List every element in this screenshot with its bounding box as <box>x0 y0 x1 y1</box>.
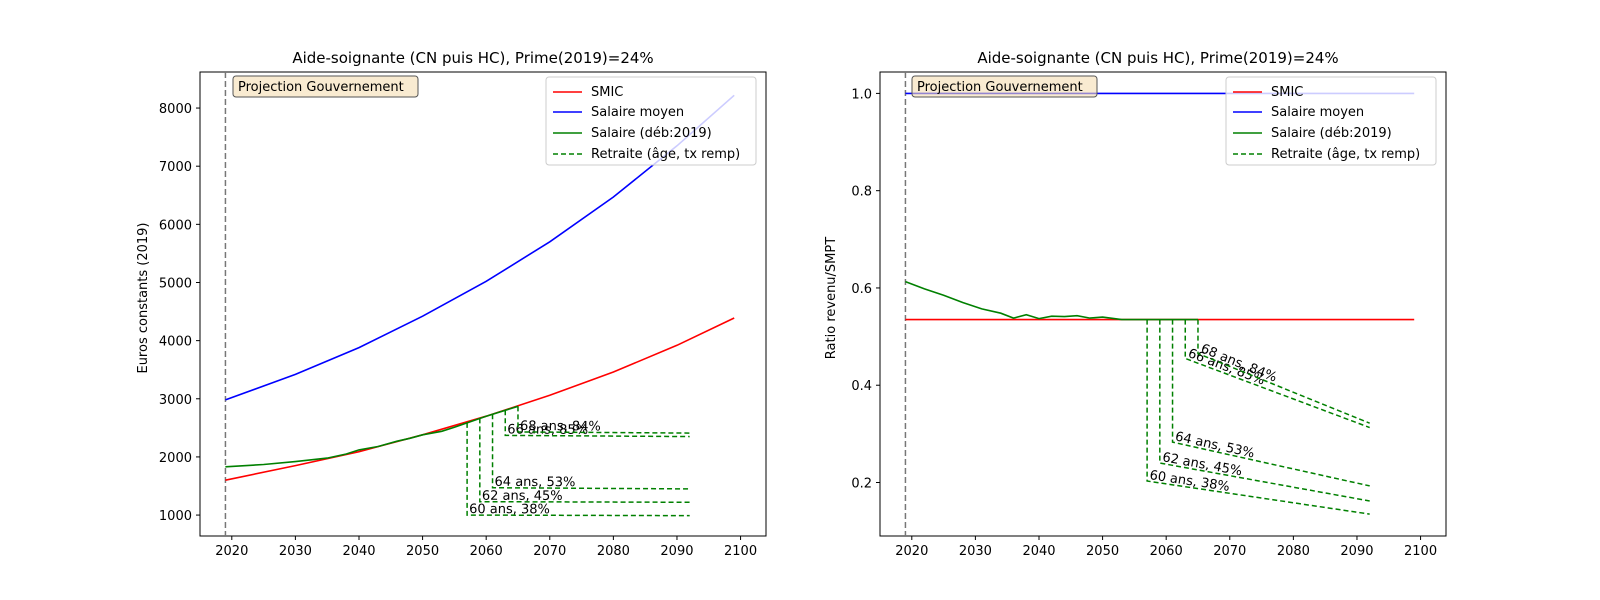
right-x-tick-label: 2100 <box>1404 544 1437 559</box>
right-x-tick-label: 2060 <box>1150 544 1183 559</box>
left-retraite-label-64: 64 ans, 53% <box>495 475 576 490</box>
right-series-salaire <box>905 280 1198 321</box>
left-x-tick-label: 2090 <box>660 544 693 559</box>
left-projection-label-box: Projection Gouvernement <box>232 75 419 98</box>
left-x-tick-label: 2040 <box>342 544 375 559</box>
right-legend-salaire-moyen: Salaire moyen <box>1271 105 1364 120</box>
left-plot-frame <box>199 71 767 537</box>
right-x-tick-label: 2040 <box>1022 544 1055 559</box>
left-legend-retraite: Retraite (âge, tx remp) <box>591 147 740 162</box>
right-x-tick-label: 2080 <box>1277 544 1310 559</box>
left-series-salaire <box>225 405 519 468</box>
left-y-tick-label: 5000 <box>159 276 192 291</box>
left-legend-smic: SMIC <box>591 85 623 100</box>
left-chart-title: Aide-soignante (CN puis HC), Prime(2019)… <box>292 49 653 67</box>
right-x-tick-label: 2030 <box>959 544 992 559</box>
right-retraite-60 <box>1146 319 1370 515</box>
left-series-smic <box>225 317 735 481</box>
left-y-tick-label: 8000 <box>159 102 192 117</box>
right-chart-title: Aide-soignante (CN puis HC), Prime(2019)… <box>977 49 1338 67</box>
right-legend-retraite: Retraite (âge, tx remp) <box>1271 147 1420 162</box>
left-x-tick-label: 2060 <box>470 544 503 559</box>
left-x-tick-label: 2020 <box>215 544 248 559</box>
right-legend: SMIC Salaire moyen Salaire (déb:2019) Re… <box>1225 76 1437 166</box>
right-y-tick-label: 0.4 <box>851 379 872 394</box>
left-y-tick-label: 4000 <box>159 335 192 350</box>
left-retraite-62 <box>479 418 690 504</box>
left-y-tick-label: 6000 <box>159 218 192 233</box>
right-y-axis-label: Ratio revenu/SMPT <box>824 237 839 359</box>
left-x-tick-label: 2050 <box>406 544 439 559</box>
right-retraite-66 <box>1184 319 1370 429</box>
left-retraite-68 <box>517 406 690 434</box>
right-plot-frame <box>879 71 1447 537</box>
left-y-tick-label: 2000 <box>159 451 192 466</box>
right-projection-label: Projection Gouvernement <box>917 80 1083 95</box>
left-projection-label: Projection Gouvernement <box>238 80 404 95</box>
left-x-tick-label: 2070 <box>533 544 566 559</box>
right-projection-label-box: Projection Gouvernement <box>911 75 1098 98</box>
left-legend: SMIC Salaire moyen Salaire (déb:2019) Re… <box>545 76 757 166</box>
left-x-tick-label: 2100 <box>724 544 757 559</box>
left-retraite-60 <box>466 422 690 517</box>
left-retraite-label-66: 66 ans, 85% <box>507 422 588 438</box>
left-plot-area: 2020 2030 2040 2050 2060 2070 2080 2090 2100 1000… <box>159 71 767 559</box>
left-x-tick-label: 2030 <box>279 544 312 559</box>
left-retraite-label-62: 62 ans, 45% <box>482 489 563 504</box>
left-retraite-label-68: 68 ans, 84% <box>520 419 601 435</box>
left-legend-salaire-moyen: Salaire moyen <box>591 105 684 120</box>
right-x-tick-label: 2020 <box>895 544 928 559</box>
left-legend-salaire: Salaire (déb:2019) <box>591 126 712 141</box>
left-x-tick-label: 2080 <box>597 544 630 559</box>
left-retraite-64 <box>491 414 690 490</box>
right-retraite-68 <box>1197 319 1370 424</box>
right-legend-smic: SMIC <box>1271 85 1303 100</box>
left-chart: Aide-soignante (CN puis HC), Prime(2019)… <box>136 49 767 559</box>
right-x-tick-label: 2070 <box>1213 544 1246 559</box>
left-y-tick-label: 7000 <box>159 160 192 175</box>
right-retraite-64 <box>1171 319 1370 487</box>
right-y-tick-label: 1.0 <box>851 87 872 102</box>
left-y-axis-label: Euros constants (2019) <box>136 222 151 373</box>
right-y-tick-label: 0.2 <box>851 476 872 491</box>
right-legend-salaire: Salaire (déb:2019) <box>1271 126 1392 141</box>
right-chart: Aide-soignante (CN puis HC), Prime(2019)… <box>824 49 1447 559</box>
left-y-tick-label: 1000 <box>159 509 192 524</box>
left-retraite-66 <box>504 410 690 438</box>
right-y-tick-label: 0.8 <box>851 185 872 200</box>
right-y-tick-label: 0.6 <box>851 282 872 297</box>
right-x-tick-label: 2090 <box>1340 544 1373 559</box>
left-y-tick-label: 3000 <box>159 393 192 408</box>
left-retraite-label-60: 60 ans, 38% <box>469 502 550 517</box>
right-x-tick-label: 2050 <box>1086 544 1119 559</box>
